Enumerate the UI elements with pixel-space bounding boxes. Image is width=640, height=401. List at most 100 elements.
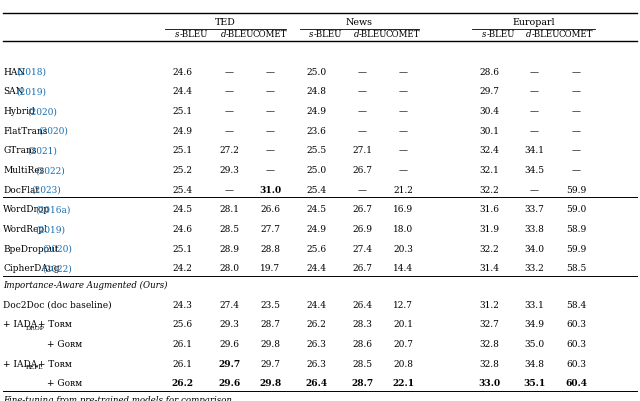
Text: 22.1: 22.1 <box>392 379 414 388</box>
Text: 32.4: 32.4 <box>479 146 500 156</box>
Text: 16.9: 16.9 <box>393 205 413 215</box>
Text: 24.2: 24.2 <box>172 264 193 273</box>
Text: COMET: COMET <box>253 30 287 39</box>
Text: 32.7: 32.7 <box>479 320 500 329</box>
Text: s: s <box>482 30 486 39</box>
Text: (2021): (2021) <box>28 146 57 156</box>
Text: + Tᴏʀᴍ: + Tᴏʀᴍ <box>35 320 72 329</box>
Text: 27.2: 27.2 <box>219 146 239 156</box>
Text: —: — <box>530 127 539 136</box>
Text: 26.3: 26.3 <box>307 340 327 349</box>
Text: 27.1: 27.1 <box>352 146 372 156</box>
Text: —: — <box>572 146 580 156</box>
Text: 26.6: 26.6 <box>260 205 280 215</box>
Text: 29.7: 29.7 <box>260 360 280 369</box>
Text: 34.1: 34.1 <box>524 146 545 156</box>
Text: 24.9: 24.9 <box>172 127 193 136</box>
Text: s: s <box>309 30 314 39</box>
Text: —: — <box>358 186 367 195</box>
Text: —: — <box>225 186 234 195</box>
Text: —: — <box>399 127 408 136</box>
Text: + Gᴏʀᴍ: + Gᴏʀᴍ <box>47 340 82 349</box>
Text: 29.3: 29.3 <box>219 166 239 175</box>
Text: 32.8: 32.8 <box>479 360 500 369</box>
Text: 24.8: 24.8 <box>307 87 327 97</box>
Text: —: — <box>225 68 234 77</box>
Text: 25.0: 25.0 <box>307 68 327 77</box>
Text: —: — <box>572 166 580 175</box>
Text: —: — <box>266 107 275 116</box>
Text: 26.7: 26.7 <box>352 205 372 215</box>
Text: + IADA: + IADA <box>3 360 38 369</box>
Text: Europarl: Europarl <box>513 18 555 27</box>
Text: 30.1: 30.1 <box>479 127 500 136</box>
Text: -BLEU: -BLEU <box>314 30 342 39</box>
Text: 25.6: 25.6 <box>307 245 327 254</box>
Text: 27.4: 27.4 <box>219 301 239 310</box>
Text: 59.9: 59.9 <box>566 245 586 254</box>
Text: -BLEU: -BLEU <box>531 30 560 39</box>
Text: s: s <box>175 30 179 39</box>
Text: 28.9: 28.9 <box>219 245 239 254</box>
Text: 31.0: 31.0 <box>259 186 281 195</box>
Text: 28.8: 28.8 <box>260 245 280 254</box>
Text: 31.6: 31.6 <box>479 205 500 215</box>
Text: HAN: HAN <box>3 68 26 77</box>
Text: 20.3: 20.3 <box>393 245 413 254</box>
Text: 25.5: 25.5 <box>307 146 327 156</box>
Text: —: — <box>530 87 539 97</box>
Text: —: — <box>358 68 367 77</box>
Text: 32.8: 32.8 <box>479 340 500 349</box>
Text: —: — <box>572 107 580 116</box>
Text: TED: TED <box>215 18 236 27</box>
Text: —: — <box>572 87 580 97</box>
Text: 26.9: 26.9 <box>352 225 372 234</box>
Text: 26.7: 26.7 <box>352 264 372 273</box>
Text: 25.1: 25.1 <box>172 245 193 254</box>
Text: 26.2: 26.2 <box>172 379 193 388</box>
Text: + Gᴏʀᴍ: + Gᴏʀᴍ <box>47 379 82 388</box>
Text: 25.4: 25.4 <box>307 186 327 195</box>
Text: -BLEU: -BLEU <box>179 30 208 39</box>
Text: 28.1: 28.1 <box>219 205 239 215</box>
Text: 31.4: 31.4 <box>479 264 500 273</box>
Text: (2020): (2020) <box>42 245 72 254</box>
Text: + Tᴏʀᴍ: + Tᴏʀᴍ <box>35 360 72 369</box>
Text: 23.6: 23.6 <box>307 127 327 136</box>
Text: 34.0: 34.0 <box>524 245 545 254</box>
Text: d: d <box>525 30 531 39</box>
Text: 26.4: 26.4 <box>306 379 328 388</box>
Text: -BLEU: -BLEU <box>226 30 255 39</box>
Text: 32.2: 32.2 <box>480 186 499 195</box>
Text: 30.4: 30.4 <box>479 107 500 116</box>
Text: 29.3: 29.3 <box>219 320 239 329</box>
Text: —: — <box>399 166 408 175</box>
Text: —: — <box>399 68 408 77</box>
Text: 58.5: 58.5 <box>566 264 586 273</box>
Text: (2016a): (2016a) <box>35 205 70 215</box>
Text: 60.3: 60.3 <box>566 340 586 349</box>
Text: 25.2: 25.2 <box>172 166 193 175</box>
Text: 31.2: 31.2 <box>479 301 500 310</box>
Text: —: — <box>266 127 275 136</box>
Text: —: — <box>399 107 408 116</box>
Text: 18.0: 18.0 <box>393 225 413 234</box>
Text: DROP: DROP <box>26 326 44 330</box>
Text: (2022): (2022) <box>35 166 65 175</box>
Text: CipherDAug: CipherDAug <box>3 264 60 273</box>
Text: 27.7: 27.7 <box>260 225 280 234</box>
Text: 28.7: 28.7 <box>351 379 373 388</box>
Text: COMET: COMET <box>559 30 593 39</box>
Text: 12.7: 12.7 <box>393 301 413 310</box>
Text: 28.6: 28.6 <box>352 340 372 349</box>
Text: 58.4: 58.4 <box>566 301 586 310</box>
Text: 34.9: 34.9 <box>524 320 545 329</box>
Text: 24.3: 24.3 <box>172 301 193 310</box>
Text: 60.3: 60.3 <box>566 360 586 369</box>
Text: —: — <box>358 87 367 97</box>
Text: —: — <box>266 166 275 175</box>
Text: —: — <box>225 87 234 97</box>
Text: 21.2: 21.2 <box>393 186 413 195</box>
Text: 20.7: 20.7 <box>393 340 413 349</box>
Text: —: — <box>266 87 275 97</box>
